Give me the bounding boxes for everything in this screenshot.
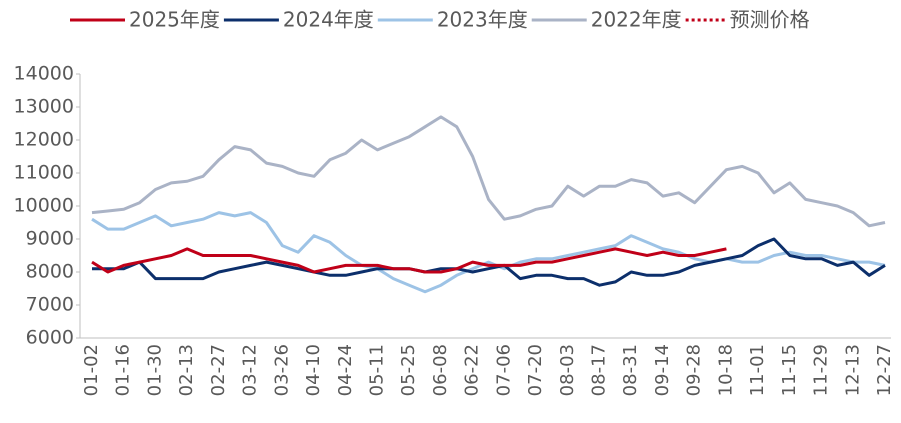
x-tick-label: 11-15: [779, 344, 800, 396]
x-tick-label: 02-27: [208, 344, 229, 396]
x-tick-label: 06-08: [430, 344, 451, 396]
series-line: [91, 211, 886, 294]
x-tick-label: 12-13: [842, 344, 863, 396]
x-tick-label: 07-20: [525, 344, 546, 396]
legend-label: 2022年度: [591, 8, 682, 32]
series-line: [92, 237, 886, 287]
x-tick-label: 04-24: [335, 344, 356, 396]
y-tick-label: 11000: [14, 162, 74, 184]
y-tick-label: 7000: [26, 294, 74, 316]
x-tick-label: 09-14: [652, 344, 673, 396]
x-tick-label: 06-22: [462, 344, 483, 396]
x-tick-label: 08-03: [557, 344, 578, 396]
series-line: [91, 247, 727, 274]
x-tick-label: 05-11: [366, 344, 387, 396]
legend-label: 2024年度: [283, 8, 374, 32]
y-tick-label: 10000: [14, 195, 74, 217]
x-tick-label: 04-10: [303, 344, 324, 396]
x-tick-label: 01-30: [144, 344, 165, 396]
x-tick-label: 01-02: [81, 344, 102, 396]
y-tick-label: 6000: [26, 327, 74, 349]
x-tick-label: 05-25: [398, 344, 419, 396]
x-tick-label: 09-28: [684, 344, 705, 396]
x-tick-label: 12-27: [874, 344, 895, 396]
y-tick-label: 13000: [14, 96, 74, 118]
x-tick-label: 11-29: [811, 344, 832, 396]
series-line: [91, 115, 886, 228]
x-tick-label: 11-01: [747, 344, 768, 396]
legend-label: 预测价格: [730, 8, 810, 32]
legend-label: 2023年度: [437, 8, 528, 32]
x-tick-label: 01-16: [113, 344, 134, 396]
x-tick-label: 08-31: [620, 344, 641, 396]
x-tick-label: 03-12: [240, 344, 261, 396]
x-tick-label: 07-06: [493, 344, 514, 396]
x-tick-label: 10-18: [715, 344, 736, 396]
legend-label: 2025年度: [129, 8, 220, 32]
y-tick-label: 12000: [14, 129, 74, 151]
x-tick-label: 02-13: [176, 344, 197, 396]
x-tick-label: 08-17: [589, 344, 610, 396]
y-tick-label: 14000: [14, 63, 74, 85]
x-tick-label: 03-26: [271, 344, 292, 396]
y-tick-label: 8000: [26, 261, 74, 283]
y-tick-label: 9000: [26, 228, 74, 250]
